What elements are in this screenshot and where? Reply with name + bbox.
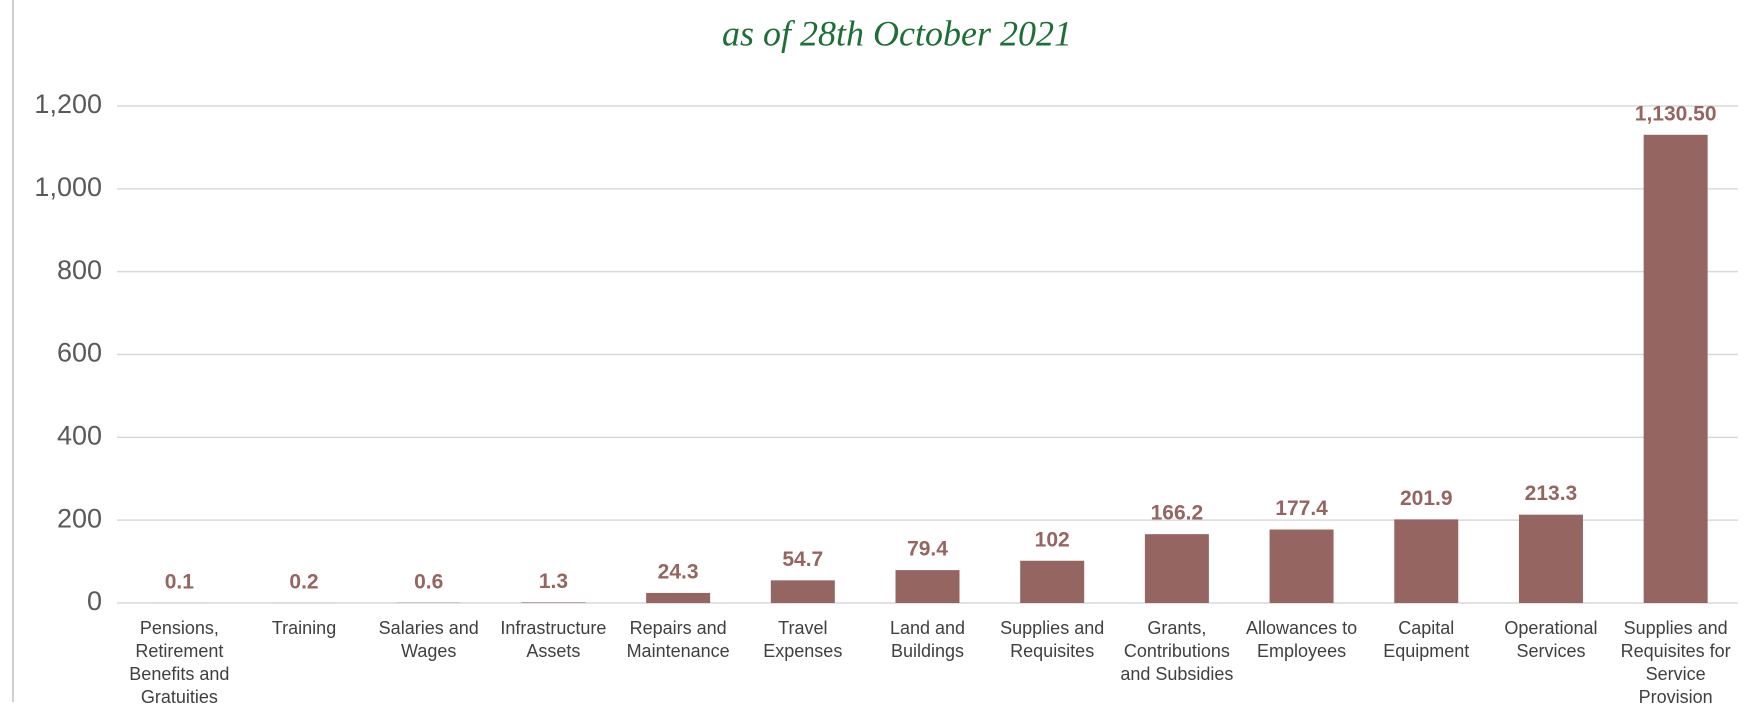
x-tick-label: Capital Equipment bbox=[1364, 617, 1488, 663]
x-tick-label: Pensions, Retirement Benefits and Gratui… bbox=[117, 617, 241, 709]
value-label: 54.7 bbox=[782, 548, 823, 571]
bar bbox=[1020, 561, 1084, 603]
bar bbox=[1519, 515, 1583, 603]
x-tick-label: Salaries and Wages bbox=[367, 617, 491, 663]
value-label: 1.3 bbox=[539, 570, 568, 593]
bar bbox=[896, 570, 960, 603]
bar bbox=[1644, 135, 1708, 603]
x-tick-label: Grants, Contributions and Subsidies bbox=[1115, 617, 1239, 686]
x-tick-label: Supplies and Requisites bbox=[990, 617, 1114, 663]
value-label: 24.3 bbox=[658, 560, 699, 583]
value-label: 213.3 bbox=[1525, 482, 1578, 505]
y-tick-label: 1,000 bbox=[34, 172, 102, 202]
value-label: 0.2 bbox=[289, 570, 318, 593]
value-label: 0.1 bbox=[165, 571, 195, 594]
x-tick-label: Allowances to Employees bbox=[1240, 617, 1364, 663]
x-tick-label: Land and Buildings bbox=[866, 617, 990, 663]
bar bbox=[1394, 519, 1458, 603]
value-label: 166.2 bbox=[1151, 502, 1204, 525]
y-tick-label: 400 bbox=[57, 420, 102, 450]
x-tick-label: Supplies and Requisites for Service Prov… bbox=[1614, 617, 1738, 709]
y-tick-label: 200 bbox=[57, 503, 102, 533]
y-tick-label: 0 bbox=[87, 586, 102, 616]
value-label: 79.4 bbox=[907, 538, 948, 561]
y-tick-label: 800 bbox=[57, 255, 102, 285]
y-tick-label: 600 bbox=[57, 338, 102, 368]
bar bbox=[1145, 534, 1209, 603]
value-label: 201.9 bbox=[1400, 487, 1453, 510]
x-tick-label: Operational Services bbox=[1489, 617, 1613, 663]
value-label: 0.6 bbox=[414, 570, 443, 593]
x-tick-label: Training bbox=[242, 617, 366, 640]
bar bbox=[1270, 530, 1334, 603]
value-label: 102 bbox=[1035, 528, 1070, 551]
x-tick-label: Repairs and Maintenance bbox=[616, 617, 740, 663]
x-tick-label: Infrastructure Assets bbox=[491, 617, 615, 663]
bar bbox=[646, 593, 710, 603]
value-label: 1,130.50 bbox=[1635, 102, 1717, 125]
bar bbox=[521, 602, 585, 603]
x-tick-label: Travel Expenses bbox=[741, 617, 865, 663]
bar bbox=[771, 580, 835, 603]
value-label: 177.4 bbox=[1275, 497, 1328, 520]
chart-title: as of 28th October 2021 bbox=[722, 13, 1072, 53]
y-tick-label: 1,200 bbox=[34, 89, 102, 119]
